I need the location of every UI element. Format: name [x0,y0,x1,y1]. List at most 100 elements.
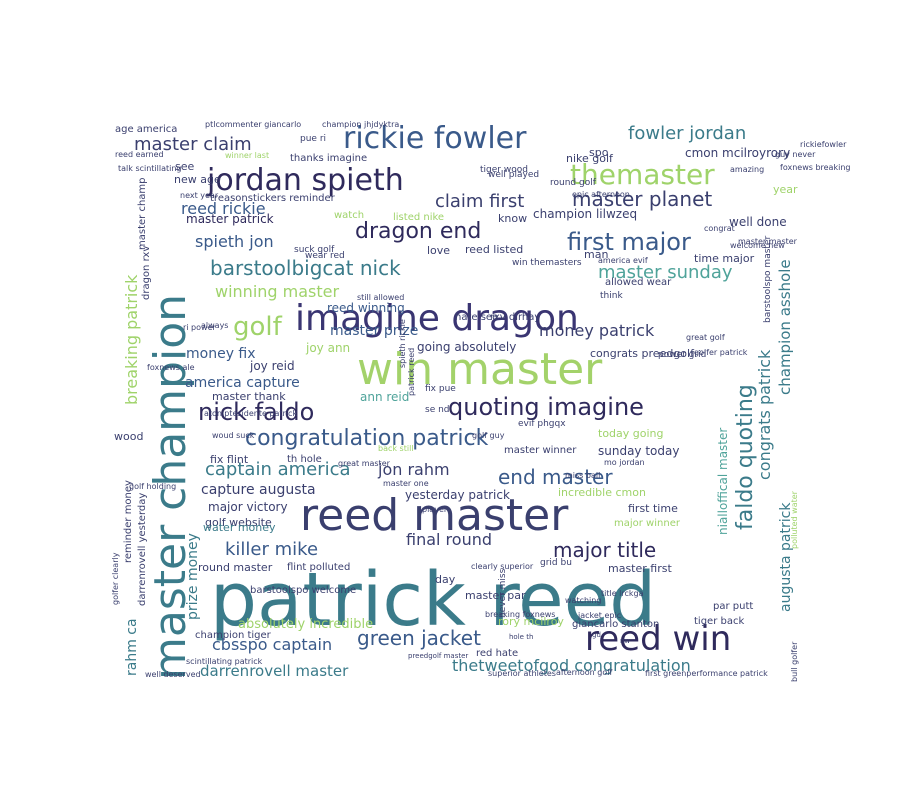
word-5: jordan spieth [206,163,404,198]
word-82: love [427,244,450,257]
word-164: first greenperformance patrick [645,669,768,678]
word-24: fowler jordan [628,123,746,144]
word-151: golf holding [129,482,176,491]
word-141: still allowed [357,293,404,302]
word-67: master first [608,562,672,575]
word-86: spo [589,146,609,159]
word-77: fix flint [210,453,249,466]
word-15: dragon end [355,219,481,244]
word-135: master master [738,237,798,246]
word-100: allowed wear [605,277,672,288]
word-148: miss ball [565,471,600,480]
word-111: win themasters [512,258,582,268]
word-132: congrat [704,224,735,233]
word-168: gd [592,631,601,639]
word-14: first major [567,228,691,256]
word-109: treasonstickers reminder [210,193,336,204]
word-128: foxnews breaking [780,163,850,172]
word-49: rory mcilroy [498,615,564,628]
word-13: major title [553,538,656,562]
word-55: round master [198,561,273,574]
word-110: barstoolspo master [763,236,773,323]
word-157: breaking foxnews [485,610,555,619]
word-50: reed winning [327,301,405,315]
word-58: master thank [212,390,286,403]
word-16: golf [233,312,283,342]
word-28: winning master [215,282,339,301]
word-48: absolutely incredible [238,617,373,632]
word-66: major winner [614,518,681,529]
word-87: see [175,160,194,173]
word-0: patrick reed [210,557,656,643]
word-34: reed rickie [181,199,266,218]
word-32: darrenrovell master [200,662,349,680]
word-107: tiger wood [480,165,528,175]
word-1: reed master [300,490,569,541]
word-88: year [773,183,798,196]
word-59: ann reid [360,390,409,404]
word-149: back still [378,444,414,453]
word-166: preedgolf master [408,652,468,660]
word-53: golf website [205,516,272,529]
word-115: wear red [305,251,345,261]
word-150: great master [338,459,391,468]
word-74: thanks imagine [290,153,367,164]
word-6: rickie fowler [343,121,527,156]
word-85: man [584,248,608,261]
word-105: grid bu [540,558,572,568]
word-52: major victory [208,500,288,514]
word-143: spieth rickie [398,319,407,368]
word-4: master champion [145,294,196,680]
word-63: yesterday patrick [405,488,510,502]
word-129: guy never [775,150,816,159]
word-133: america evif [598,256,648,265]
word-10: congratulation patrick [245,426,489,451]
word-130: amazing [730,165,764,174]
word-121: ptlcommenter giancarlo [205,120,301,129]
word-89: day [435,573,456,586]
word-96: master champ [137,178,148,251]
word-75: new age [174,173,221,186]
word-30: final round [406,530,492,549]
word-65: first time [628,502,678,515]
word-36: money fix [186,346,256,362]
word-29: money patrick [539,321,655,340]
word-72: cmon mcilroyrory [685,146,790,160]
word-167: hole th [509,633,533,641]
word-9: quoting imagine [448,393,644,421]
word-152: master one [383,479,429,488]
word-56: joy ann [305,341,350,355]
word-108: age america [115,124,177,135]
word-11: nick faldo [198,398,314,426]
word-170: nw [620,637,630,645]
word-38: america capture [185,375,300,391]
word-94: reminder money [123,480,134,563]
word-160: scintillating patrick [186,657,263,666]
word-162: superior athletes [488,669,556,678]
word-84: know [498,212,527,225]
word-41: breaking patrick [122,274,141,405]
word-25: claim first [435,191,524,212]
words-layer: patrick reed reed master win master imagine… [111,120,850,682]
word-125: talk scintillating [118,164,182,173]
word-97: dragon rxv [141,246,152,300]
word-78: th hole [287,454,322,465]
word-147: mo jordan [604,458,645,467]
word-101: hate see [455,312,498,323]
word-123: reed earned [115,150,164,159]
word-113: fix pue [425,384,456,394]
word-122: champion jhjdyktra [322,120,399,129]
word-7: reed win [585,619,731,659]
word-114: suck golf [294,245,335,255]
word-116: pue ri [300,134,326,144]
word-17: faldo quoting [733,384,758,530]
word-127: rickiefowler [800,140,847,149]
word-144: golf guy [472,431,505,440]
word-43: congrats patrick [755,349,774,480]
word-153: player [422,505,448,514]
word-22: killer mike [225,539,318,560]
word-93: listed nike [393,212,444,223]
word-118: se nd [425,405,450,415]
word-81: par putt [713,601,753,612]
